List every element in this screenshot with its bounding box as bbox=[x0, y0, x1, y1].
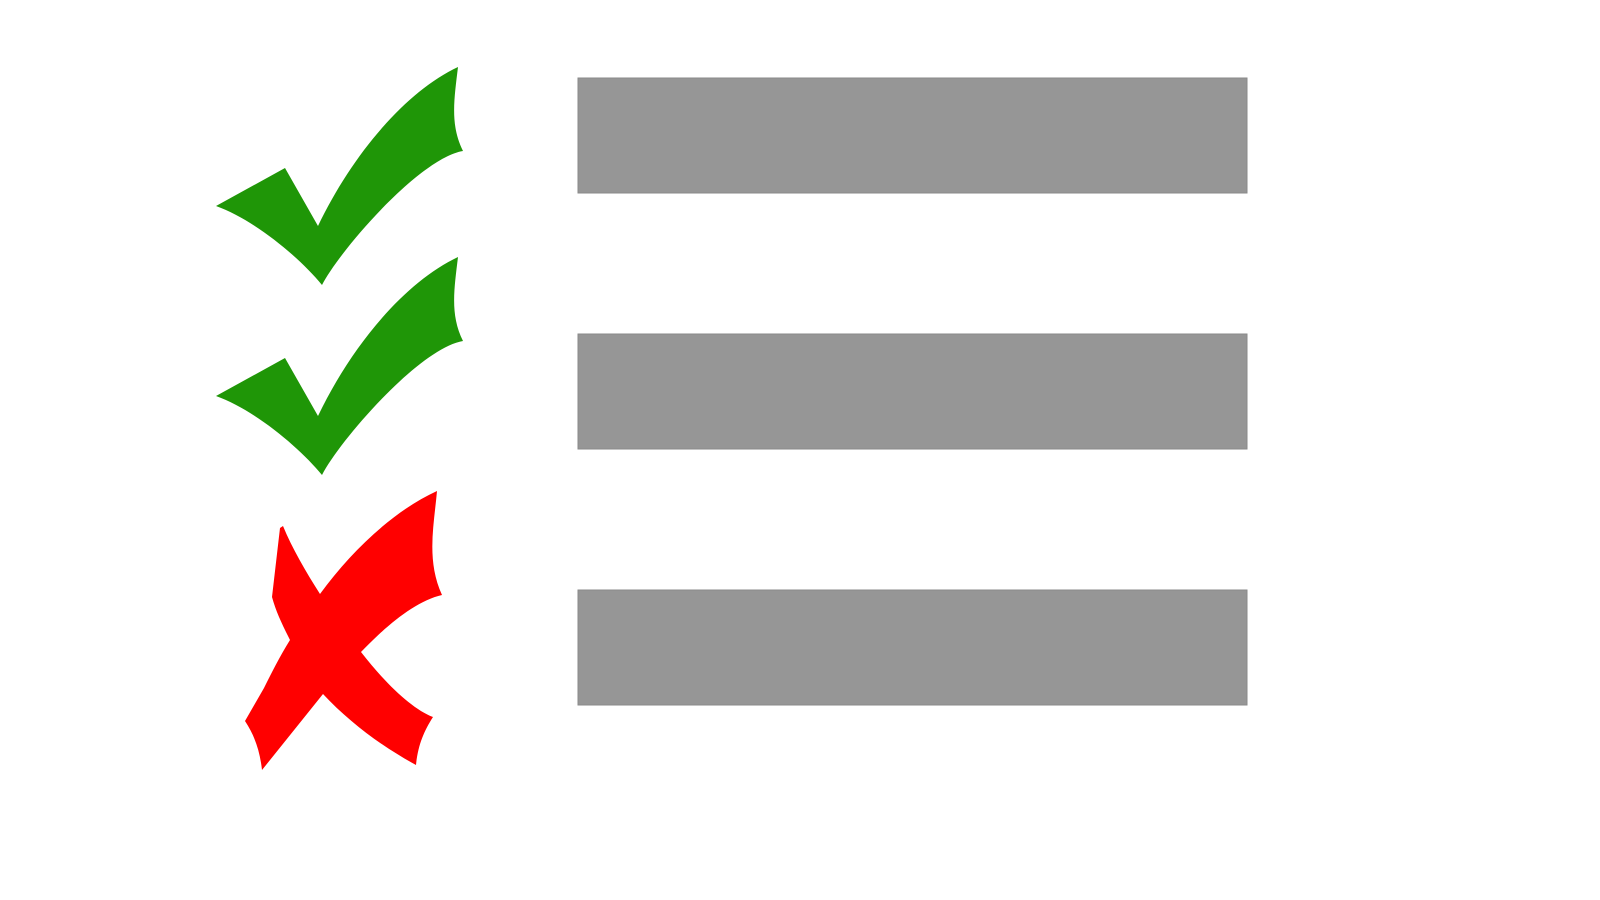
checklist-item bbox=[245, 491, 1248, 770]
cross-icon bbox=[245, 491, 442, 770]
checklist-item bbox=[216, 67, 1248, 285]
checkmark-icon bbox=[216, 257, 463, 475]
placeholder-bar bbox=[577, 589, 1248, 706]
checklist-item bbox=[216, 257, 1248, 475]
placeholder-bar bbox=[577, 77, 1248, 194]
checkmark-icon bbox=[216, 67, 463, 285]
placeholder-bar bbox=[577, 333, 1248, 450]
